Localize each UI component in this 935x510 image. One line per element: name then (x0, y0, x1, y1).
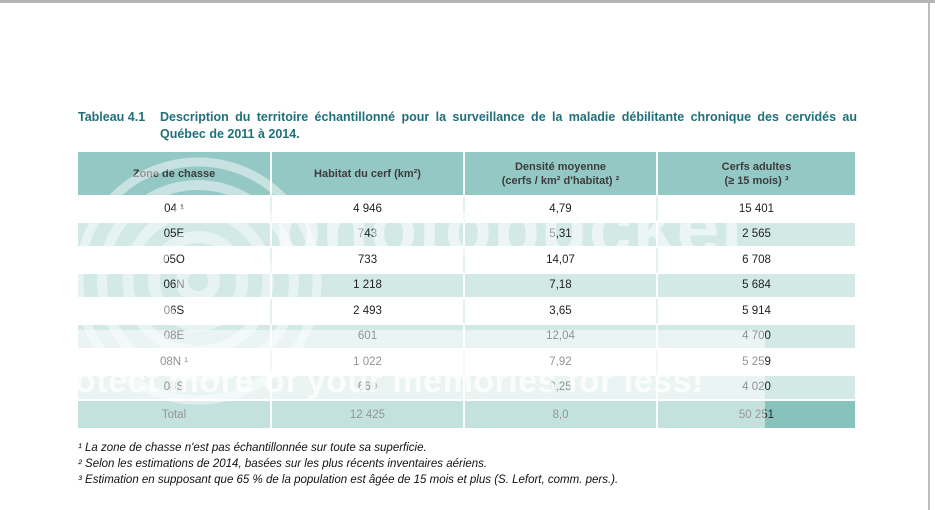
cell-cerfs: 15 401 (658, 197, 855, 223)
header-line: (cerfs / km² d'habitat) ² (501, 174, 620, 187)
header-zone-de-chasse: Zone de chasse (78, 152, 272, 197)
table-title-caption: Description du territoire échantillonné … (160, 110, 857, 141)
header-line: Densité moyenne (514, 160, 607, 173)
header-habitat-du-cerf: Habitat du cerf (km²) (272, 152, 465, 197)
header-line: Habitat du cerf (km²) (314, 167, 421, 180)
cell-zone: 08N ¹ (78, 350, 272, 376)
cell-zone: 04 ¹ (78, 197, 272, 223)
footnote-2: ² Selon les estimations de 2014, basées … (78, 458, 488, 470)
cell-cerfs: 5 259 (658, 350, 855, 376)
page-right-edge (928, 3, 930, 510)
cell-zone: 06N (78, 273, 272, 299)
header-line: Zone de chasse (132, 167, 216, 180)
footnotes: ¹ La zone de chasse n'est pas échantillo… (78, 440, 858, 488)
cell-densite: 9,25 (465, 375, 658, 401)
footnote-1: ¹ La zone de chasse n'est pas échantillo… (78, 442, 427, 454)
cell-densite: 4,79 (465, 197, 658, 223)
cell-zone: 08S (78, 375, 272, 401)
cell-densite: 12,04 (465, 324, 658, 350)
table-title: Tableau 4.1 Description du territoire éc… (78, 109, 857, 143)
table-row: 08S 669 9,25 4 020 (78, 375, 855, 401)
cell-total-densite: 8,0 (465, 401, 658, 430)
header-cerfs-adultes: Cerfs adultes (≥ 15 mois) ³ (658, 152, 855, 197)
cell-total-label: Total (78, 401, 272, 430)
cell-habitat: 743 (272, 222, 465, 248)
cell-densite: 7,18 (465, 273, 658, 299)
header-densite-moyenne: Densité moyenne (cerfs / km² d'habitat) … (465, 152, 658, 197)
cell-cerfs: 2 565 (658, 222, 855, 248)
cell-habitat: 733 (272, 248, 465, 274)
table-row: 05E 743 5,31 2 565 (78, 222, 855, 248)
surveillance-table: Zone de chasse Habitat du cerf (km²) Den… (78, 152, 855, 430)
footnote-3: ³ Estimation en supposant que 65 % de la… (78, 474, 619, 486)
cell-habitat: 1 218 (272, 273, 465, 299)
table-row: 08N ¹ 1 022 7,92 5 259 (78, 350, 855, 376)
header-line: (≥ 15 mois) ³ (724, 174, 789, 187)
header-line: Cerfs adultes (721, 160, 792, 173)
cell-densite: 7,92 (465, 350, 658, 376)
cell-total-habitat: 12 425 (272, 401, 465, 430)
cell-habitat: 669 (272, 375, 465, 401)
table-title-label: Tableau 4.1 (78, 110, 146, 124)
table-total-row: Total 12 425 8,0 50 251 (78, 401, 855, 430)
cell-zone: 05O (78, 248, 272, 274)
cell-habitat: 601 (272, 324, 465, 350)
cell-total-cerfs: 50 251 (658, 401, 855, 430)
cell-densite: 14,07 (465, 248, 658, 274)
window-top-edge (0, 0, 935, 3)
cell-zone: 05E (78, 222, 272, 248)
cell-cerfs: 5 914 (658, 299, 855, 325)
cell-zone: 06S (78, 299, 272, 325)
cell-habitat: 2 493 (272, 299, 465, 325)
cell-habitat: 1 022 (272, 350, 465, 376)
cell-cerfs: 4 020 (658, 375, 855, 401)
cell-cerfs: 5 684 (658, 273, 855, 299)
table-row: 04 ¹ 4 946 4,79 15 401 (78, 197, 855, 223)
cell-cerfs: 4 700 (658, 324, 855, 350)
cell-densite: 5,31 (465, 222, 658, 248)
table-row: 06N 1 218 7,18 5 684 (78, 273, 855, 299)
table-row: 06S 2 493 3,65 5 914 (78, 299, 855, 325)
cell-zone: 08E (78, 324, 272, 350)
table-header-row: Zone de chasse Habitat du cerf (km²) Den… (78, 152, 855, 197)
cell-cerfs: 6 708 (658, 248, 855, 274)
table-row: 08E 601 12,04 4 700 (78, 324, 855, 350)
cell-habitat: 4 946 (272, 197, 465, 223)
table-row: 05O 733 14,07 6 708 (78, 248, 855, 274)
cell-densite: 3,65 (465, 299, 658, 325)
